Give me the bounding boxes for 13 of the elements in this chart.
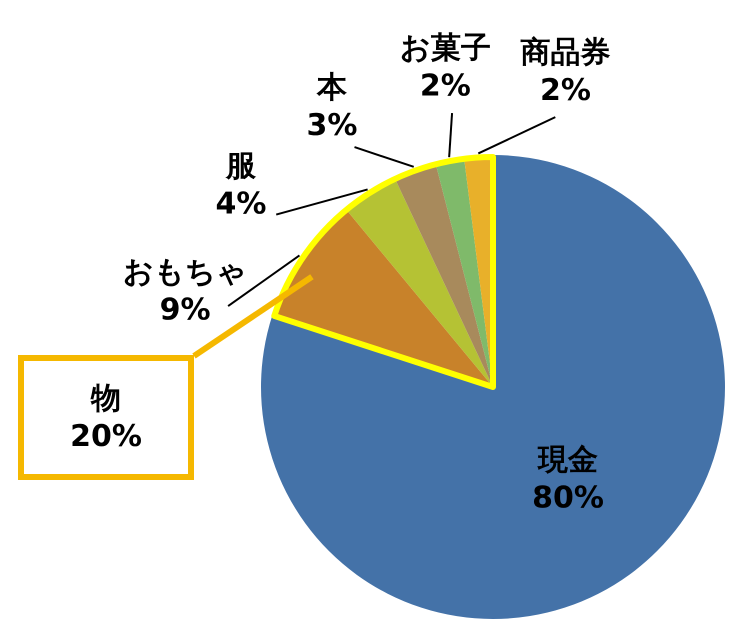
slice-label: 服: [225, 148, 257, 184]
slice-label: おもちゃ: [123, 254, 248, 290]
slice-label: 商品券: [520, 35, 610, 70]
slice-label: お菓子: [400, 30, 491, 66]
slice-label: 本: [316, 70, 348, 105]
data-label: 9%: [160, 292, 211, 328]
data-label: 2%: [420, 68, 471, 104]
slice-label: 現金: [537, 442, 598, 478]
data-label: 4%: [216, 186, 266, 222]
text: 物 20%: [18, 355, 194, 480]
data-label: 3%: [306, 108, 358, 143]
data-label: 2%: [540, 73, 591, 108]
data-label: 80%: [532, 480, 604, 516]
